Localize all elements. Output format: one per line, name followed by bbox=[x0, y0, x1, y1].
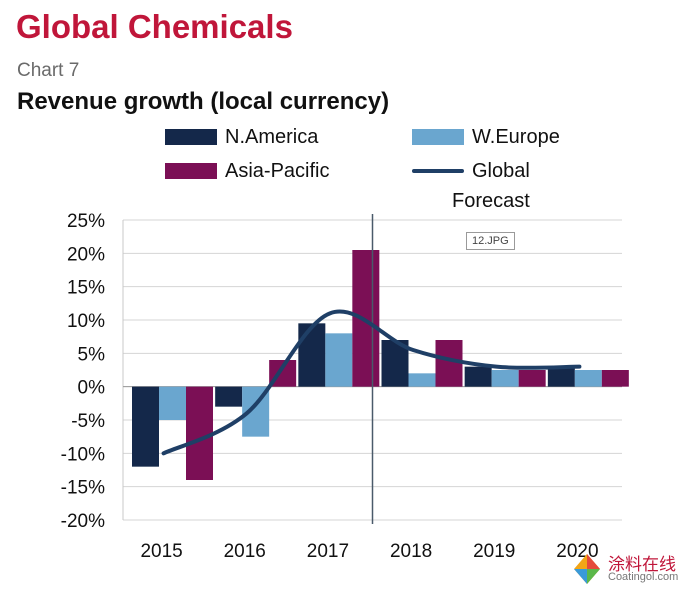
bar-w-europe-2015 bbox=[159, 386, 186, 420]
bar-asia-pacific-2018 bbox=[435, 340, 463, 387]
watermark-chinese-text: 涂料在线 bbox=[608, 555, 676, 575]
y-tick-label: -15% bbox=[61, 478, 105, 499]
chart-number: Chart 7 bbox=[17, 60, 80, 81]
legend-label-asia-pacific: Asia-Pacific bbox=[225, 159, 330, 182]
legend-item-north-america: N.America bbox=[165, 125, 318, 149]
legend-label-west-europe: W.Europe bbox=[472, 125, 560, 148]
x-tick-label: 2019 bbox=[473, 541, 515, 562]
bar-n-america-2019 bbox=[464, 366, 492, 387]
bar-w-europe-2017 bbox=[325, 333, 353, 387]
legend-swatch-west-europe bbox=[412, 129, 464, 145]
line-global bbox=[161, 309, 582, 456]
y-tick-label: -5% bbox=[71, 411, 105, 432]
bar-asia-pacific-2019 bbox=[518, 370, 546, 387]
forecast-label: Forecast bbox=[452, 190, 530, 212]
y-tick-label: 0% bbox=[78, 378, 106, 399]
x-tick-label: 2016 bbox=[224, 541, 266, 562]
bar-asia-pacific-2017 bbox=[352, 250, 380, 387]
bar-asia-pacific-2015 bbox=[186, 386, 213, 480]
y-tick-label: -10% bbox=[61, 444, 105, 465]
watermark: 涂料在线 Coatingol.com bbox=[570, 550, 680, 588]
legend-line-global bbox=[412, 169, 464, 173]
bar-n-america-2017 bbox=[298, 323, 326, 387]
bar-n-america-2016 bbox=[215, 386, 243, 407]
image-filename-tag: 12.JPG bbox=[466, 232, 515, 250]
x-tick-label: 2018 bbox=[390, 541, 432, 562]
y-tick-label: 15% bbox=[67, 278, 105, 299]
legend-item-asia-pacific: Asia-Pacific bbox=[165, 159, 329, 183]
watermark-english-text: Coatingol.com bbox=[608, 571, 679, 583]
legend-label-north-america: N.America bbox=[225, 125, 319, 148]
bar-w-europe-2019 bbox=[491, 370, 519, 387]
chart-title: Revenue growth (local currency) bbox=[17, 88, 390, 115]
y-tick-label: 25% bbox=[67, 211, 105, 232]
y-tick-label: -20% bbox=[61, 511, 105, 532]
legend-label-global: Global bbox=[472, 159, 530, 182]
bar-w-europe-2020 bbox=[574, 370, 602, 387]
y-tick-label: 5% bbox=[78, 344, 106, 365]
x-tick-label: 2015 bbox=[140, 541, 182, 562]
legend-swatch-north-america bbox=[165, 129, 217, 145]
x-tick-label: 2017 bbox=[307, 541, 349, 562]
legend-item-global: Global bbox=[412, 159, 530, 183]
bar-asia-pacific-2020 bbox=[601, 370, 629, 387]
legend-swatch-asia-pacific bbox=[165, 163, 217, 179]
y-tick-label: 20% bbox=[67, 244, 105, 265]
bar-w-europe-2018 bbox=[408, 373, 436, 387]
bar-n-america-2015 bbox=[132, 386, 159, 467]
watermark-logo-icon bbox=[574, 554, 600, 584]
report-title: Global Chemicals bbox=[16, 8, 293, 45]
y-tick-label: 10% bbox=[67, 311, 105, 332]
bar-n-america-2020 bbox=[547, 366, 575, 387]
legend-item-west-europe: W.Europe bbox=[412, 125, 560, 149]
